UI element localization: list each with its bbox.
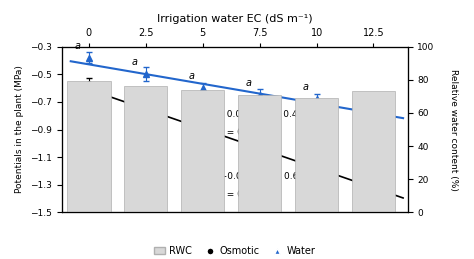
X-axis label: Irrigation water EC (dS m⁻¹): Irrigation water EC (dS m⁻¹) bbox=[157, 14, 312, 24]
Bar bbox=[238, 95, 281, 212]
Bar bbox=[124, 87, 167, 212]
Text: a: a bbox=[302, 82, 308, 92]
Text: R² = 0.939: R² = 0.939 bbox=[214, 128, 263, 137]
Bar bbox=[67, 81, 110, 212]
Bar bbox=[181, 90, 224, 212]
Legend: RWC, Osmotic, Water: RWC, Osmotic, Water bbox=[150, 242, 319, 259]
Text: a: a bbox=[188, 71, 194, 81]
Text: R² = 0.940: R² = 0.940 bbox=[214, 190, 263, 199]
Bar bbox=[295, 98, 338, 212]
Text: a: a bbox=[131, 57, 137, 67]
Text: a: a bbox=[245, 78, 251, 88]
Y-axis label: Relative water content (%): Relative water content (%) bbox=[448, 69, 457, 190]
Text: a: a bbox=[74, 41, 81, 51]
Text: Ψt =  0.0282EC − 0.4286: Ψt = 0.0282EC − 0.4286 bbox=[201, 110, 315, 119]
Bar bbox=[352, 91, 395, 212]
Y-axis label: Potentials in the plant (MPa): Potentials in the plant (MPa) bbox=[16, 66, 25, 193]
Text: Ψo = −0.0569EC − 0.6104: Ψo = −0.0569EC − 0.6104 bbox=[194, 172, 315, 181]
Text: a: a bbox=[359, 92, 365, 102]
